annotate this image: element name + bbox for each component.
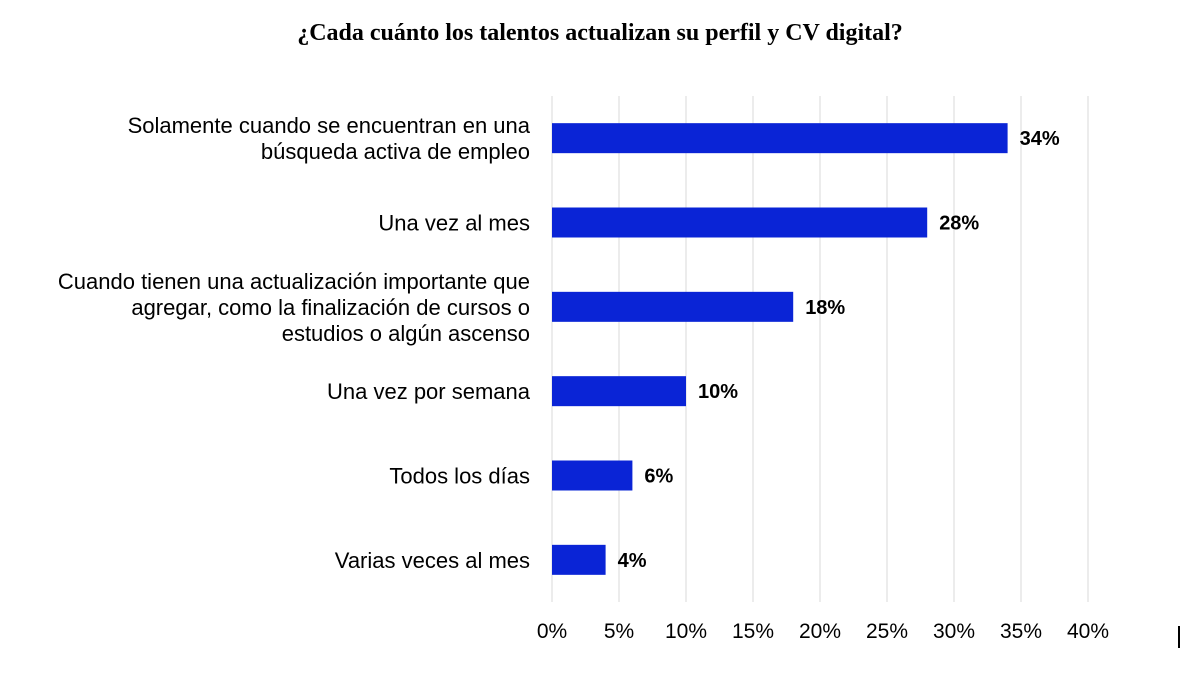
category-label-0-line-0: Solamente cuando se encuentran en una (128, 113, 531, 138)
x-tick-label-6: 30% (933, 620, 975, 643)
chart-title: ¿Cada cuánto los talentos actualizan su … (297, 20, 903, 46)
category-label-2-line-0: Cuando tienen una actualización importan… (58, 269, 530, 294)
bar-4 (552, 460, 633, 491)
category-label-2-line-2: estudios o algún ascenso (282, 321, 530, 346)
bar-5 (552, 544, 606, 575)
value-label-3: 10% (698, 381, 738, 403)
value-label-4: 6% (644, 466, 673, 488)
category-label-3-line-0: Una vez por semana (327, 379, 531, 404)
value-label-5: 4% (618, 550, 647, 572)
value-label-1: 28% (939, 213, 979, 235)
x-tick-label-8: 40% (1067, 620, 1109, 643)
category-label-0: Solamente cuando se encuentran en una bús… (128, 113, 531, 164)
value-label-0: 34% (1020, 128, 1060, 150)
x-tick-label-2: 10% (665, 620, 707, 643)
x-tick-label-0: 0% (537, 620, 567, 643)
bar-2 (552, 291, 794, 322)
category-label-2: Cuando tienen una actualización importan… (58, 269, 530, 346)
category-label-4: Todos los días (389, 464, 530, 489)
x-tick-label-1: 5% (604, 620, 634, 643)
category-label-3: Una vez por semana (327, 379, 531, 404)
category-label-5: Varias veces al mes (335, 548, 530, 573)
edge-mark (1178, 626, 1180, 648)
category-label-5-line-0: Varias veces al mes (335, 548, 530, 573)
bar-3 (552, 376, 686, 407)
x-tick-label-4: 20% (799, 620, 841, 643)
category-label-4-line-0: Todos los días (389, 464, 530, 489)
x-tick-label-5: 25% (866, 620, 908, 643)
value-label-2: 18% (805, 297, 845, 319)
category-label-1: Una vez al mes (378, 211, 530, 236)
x-tick-label-7: 35% (1000, 620, 1042, 643)
x-tick-label-3: 15% (732, 620, 774, 643)
category-label-1-line-0: Una vez al mes (378, 211, 530, 236)
bar-1 (552, 207, 928, 238)
category-label-2-line-1: agregar, como la finalización de cursos … (131, 295, 530, 320)
bar-0 (552, 123, 1008, 154)
category-label-0-line-1: búsqueda activa de empleo (261, 139, 530, 164)
